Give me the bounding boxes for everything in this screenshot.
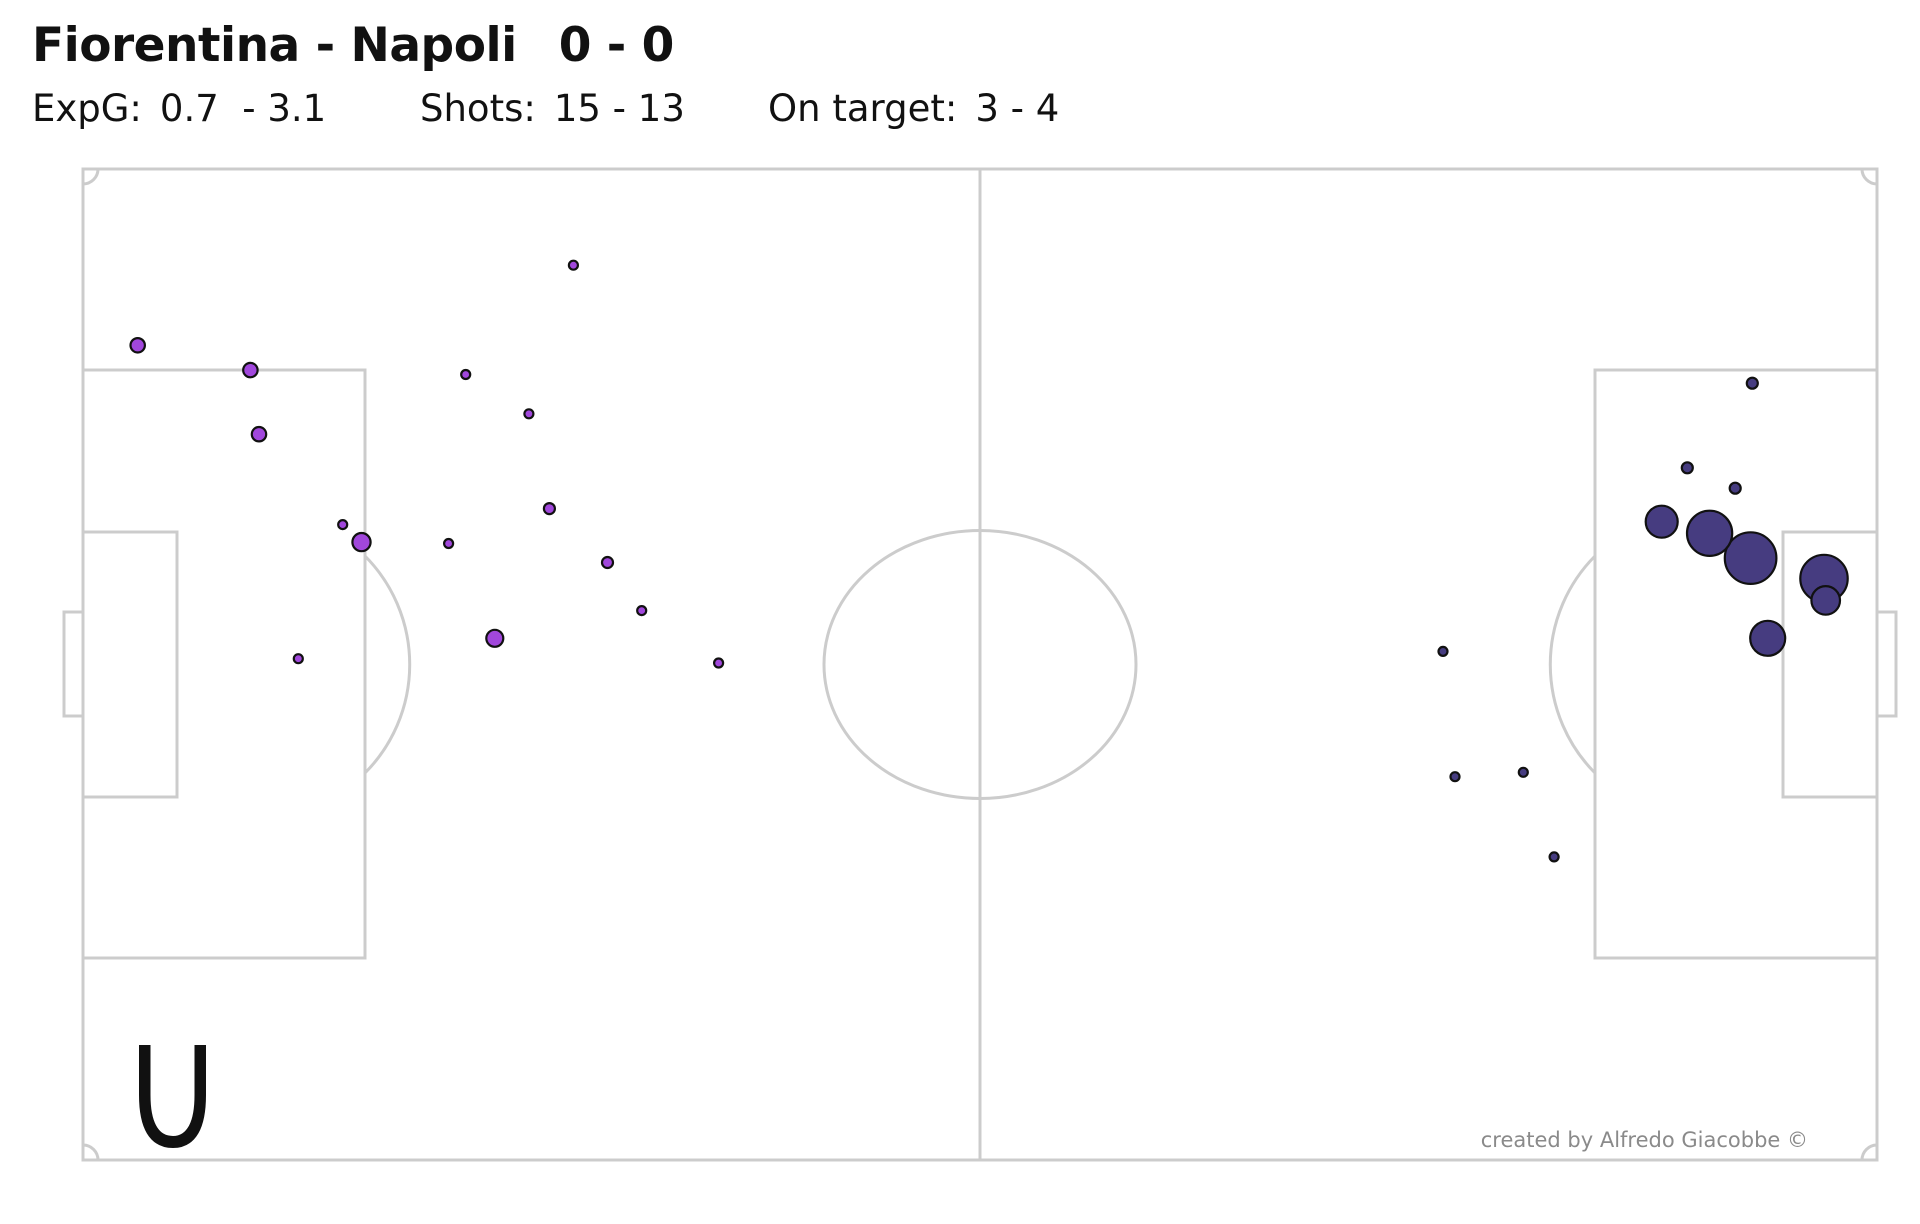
shot-marker-napoli-9 [1745,376,1759,390]
shot-marker-fiorentina-12 [567,259,580,271]
shot-marker-fiorentina-4 [292,653,304,665]
shot-marker-napoli-13 [1548,851,1560,863]
shot-marker-napoli-3 [1723,531,1778,585]
stat-xg-value: 0.7 - 3.1 [159,86,327,130]
stat-expected-goals: ExpG: 0.7 - 3.1 [32,87,420,130]
shot-marker-napoli-2 [1749,619,1787,657]
shot-marker-napoli-12 [1437,645,1449,658]
stat-xg-label: ExpG: [32,86,142,130]
left-penalty-arc [363,554,412,775]
shot-marker-fiorentina-3 [250,425,268,443]
right-top-corner-arc [1860,168,1878,186]
right-bottom-corner-arc [1860,1143,1878,1161]
shot-marker-fiorentina-2 [242,361,259,379]
right-penalty-area [1593,368,1879,960]
chart-title: Fiorentina - Napoli 0 - 0 [32,10,674,80]
shot-marker-fiorentina-7 [443,537,455,550]
credit-text: created by Alfredo Giacobbe © [1481,1128,1808,1152]
stat-shots: Shots: 15 - 13 [420,87,768,130]
centre-circle [822,529,1138,800]
match-score: 0 - 0 [558,17,675,73]
stat-on-target-label: On target: [768,86,958,130]
shot-marker-fiorentina-14 [636,604,648,617]
shot-marker-napoli-4 [1685,509,1734,557]
shot-marker-napoli-8 [1680,461,1694,475]
shot-marker-napoli-5 [1810,585,1842,616]
stat-shots-value: 15 - 13 [553,86,685,130]
shot-marker-fiorentina-5 [337,518,349,531]
u-logo [139,1045,206,1149]
series-napoli-shots [1437,376,1849,863]
shot-marker-fiorentina-1 [129,336,146,354]
left-goal-area [81,530,179,799]
right-goal [1875,610,1898,718]
stat-on-target-value: 3 - 4 [975,86,1060,130]
shot-marker-fiorentina-8 [460,368,472,381]
shot-marker-fiorentina-9 [485,628,505,648]
series-fiorentina-shots [129,259,725,669]
shot-marker-fiorentina-11 [542,502,557,516]
shot-marker-fiorentina-15 [712,657,725,669]
shot-marker-fiorentina-13 [600,555,615,570]
left-goal [62,610,85,718]
match-title: Fiorentina - Napoli [32,17,517,73]
shot-marker-fiorentina-6 [351,531,372,553]
shot-marker-fiorentina-10 [523,408,535,420]
right-penalty-arc [1548,554,1597,775]
shot-marker-napoli-6 [1644,504,1679,539]
stat-shots-label: Shots: [420,86,536,130]
shot-marker-napoli-10 [1517,766,1529,778]
match-stats: ExpG: 0.7 - 3.1 Shots: 15 - 13 On target… [32,82,1059,134]
shot-marker-napoli-7 [1728,481,1742,495]
left-bottom-corner-arc [82,1143,100,1161]
left-top-corner-arc [82,168,100,186]
stat-on-target: On target: 3 - 4 [768,87,1059,130]
shot-marker-napoli-11 [1449,771,1461,783]
pitch-markings [62,167,1898,1162]
left-penalty-area [81,368,367,960]
